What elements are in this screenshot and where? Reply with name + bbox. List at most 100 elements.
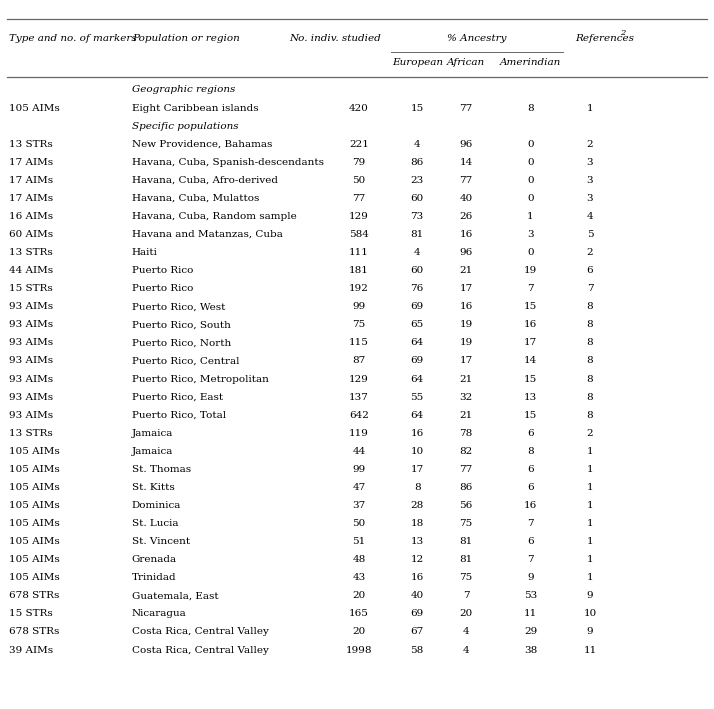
Text: Trinidad: Trinidad — [131, 574, 176, 582]
Text: 6: 6 — [527, 465, 534, 474]
Text: 64: 64 — [411, 338, 424, 347]
Text: 50: 50 — [353, 519, 366, 528]
Text: 129: 129 — [349, 374, 369, 384]
Text: 93 AIMs: 93 AIMs — [9, 338, 53, 347]
Text: 73: 73 — [411, 212, 424, 221]
Text: 64: 64 — [411, 374, 424, 384]
Text: Puerto Rico: Puerto Rico — [131, 266, 193, 275]
Text: 20: 20 — [460, 609, 473, 618]
Text: 64: 64 — [411, 411, 424, 420]
Text: 23: 23 — [411, 176, 424, 185]
Text: 21: 21 — [460, 411, 473, 420]
Text: 6: 6 — [527, 537, 534, 546]
Text: 6: 6 — [527, 429, 534, 437]
Text: 87: 87 — [353, 357, 366, 365]
Text: 28: 28 — [411, 501, 424, 510]
Text: 26: 26 — [460, 212, 473, 221]
Text: 44 AIMs: 44 AIMs — [9, 266, 53, 275]
Text: 16: 16 — [460, 302, 473, 311]
Text: St. Thomas: St. Thomas — [131, 465, 191, 474]
Text: 105 AIMs: 105 AIMs — [9, 519, 59, 528]
Text: Eight Caribbean islands: Eight Caribbean islands — [131, 104, 258, 113]
Text: 7: 7 — [527, 284, 534, 294]
Text: Puerto Rico: Puerto Rico — [131, 284, 193, 294]
Text: Specific populations: Specific populations — [131, 122, 238, 130]
Text: 129: 129 — [349, 212, 369, 221]
Text: 137: 137 — [349, 393, 369, 401]
Text: 1: 1 — [587, 537, 593, 546]
Text: 111: 111 — [349, 248, 369, 257]
Text: 40: 40 — [411, 591, 424, 601]
Text: 60 AIMs: 60 AIMs — [9, 230, 53, 239]
Text: 17 AIMs: 17 AIMs — [9, 194, 53, 203]
Text: 75: 75 — [460, 574, 473, 582]
Text: Puerto Rico, Central: Puerto Rico, Central — [131, 357, 239, 365]
Text: 4: 4 — [587, 212, 593, 221]
Text: 115: 115 — [349, 338, 369, 347]
Text: 81: 81 — [460, 555, 473, 564]
Text: 2: 2 — [587, 140, 593, 149]
Text: 20: 20 — [353, 627, 366, 637]
Text: 77: 77 — [353, 194, 366, 203]
Text: 17: 17 — [524, 338, 537, 347]
Text: 8: 8 — [527, 104, 534, 113]
Text: 16: 16 — [411, 429, 424, 437]
Text: 9: 9 — [587, 627, 593, 637]
Text: 50: 50 — [353, 176, 366, 185]
Text: 78: 78 — [460, 429, 473, 437]
Text: References: References — [575, 34, 634, 43]
Text: 420: 420 — [349, 104, 369, 113]
Text: 2: 2 — [587, 429, 593, 437]
Text: 1: 1 — [527, 212, 534, 221]
Text: Havana, Cuba, Mulattos: Havana, Cuba, Mulattos — [131, 194, 259, 203]
Text: 678 STRs: 678 STRs — [9, 591, 59, 601]
Text: 4: 4 — [414, 140, 421, 149]
Text: 93 AIMs: 93 AIMs — [9, 411, 53, 420]
Text: 1: 1 — [587, 447, 593, 456]
Text: 8: 8 — [587, 338, 593, 347]
Text: 77: 77 — [460, 104, 473, 113]
Text: 5: 5 — [587, 230, 593, 239]
Text: 69: 69 — [411, 302, 424, 311]
Text: 96: 96 — [460, 248, 473, 257]
Text: 13: 13 — [524, 393, 537, 401]
Text: 105 AIMs: 105 AIMs — [9, 537, 59, 546]
Text: 19: 19 — [460, 320, 473, 330]
Text: 14: 14 — [524, 357, 537, 365]
Text: Puerto Rico, East: Puerto Rico, East — [131, 393, 223, 401]
Text: 16: 16 — [460, 230, 473, 239]
Text: 105 AIMs: 105 AIMs — [9, 447, 59, 456]
Text: 10: 10 — [583, 609, 597, 618]
Text: 105 AIMs: 105 AIMs — [9, 555, 59, 564]
Text: 4: 4 — [463, 645, 470, 654]
Text: 51: 51 — [353, 537, 366, 546]
Text: 86: 86 — [411, 157, 424, 167]
Text: 19: 19 — [460, 338, 473, 347]
Text: 77: 77 — [460, 176, 473, 185]
Text: 58: 58 — [411, 645, 424, 654]
Text: 21: 21 — [460, 266, 473, 275]
Text: 48: 48 — [353, 555, 366, 564]
Text: 76: 76 — [411, 284, 424, 294]
Text: 1: 1 — [587, 519, 593, 528]
Text: 7: 7 — [587, 284, 593, 294]
Text: 13 STRs: 13 STRs — [9, 248, 52, 257]
Text: % Ancestry: % Ancestry — [447, 34, 507, 43]
Text: Dominica: Dominica — [131, 501, 181, 510]
Text: 9: 9 — [587, 591, 593, 601]
Text: Population or region: Population or region — [131, 34, 239, 43]
Text: 7: 7 — [527, 519, 534, 528]
Text: 584: 584 — [349, 230, 369, 239]
Text: 3: 3 — [527, 230, 534, 239]
Text: 678 STRs: 678 STRs — [9, 627, 59, 637]
Text: 77: 77 — [460, 465, 473, 474]
Text: Costa Rica, Central Valley: Costa Rica, Central Valley — [131, 627, 268, 637]
Text: 81: 81 — [460, 537, 473, 546]
Text: Puerto Rico, West: Puerto Rico, West — [131, 302, 225, 311]
Text: 65: 65 — [411, 320, 424, 330]
Text: 105 AIMs: 105 AIMs — [9, 483, 59, 492]
Text: 3: 3 — [587, 176, 593, 185]
Text: 17 AIMs: 17 AIMs — [9, 157, 53, 167]
Text: 18: 18 — [411, 519, 424, 528]
Text: 99: 99 — [353, 302, 366, 311]
